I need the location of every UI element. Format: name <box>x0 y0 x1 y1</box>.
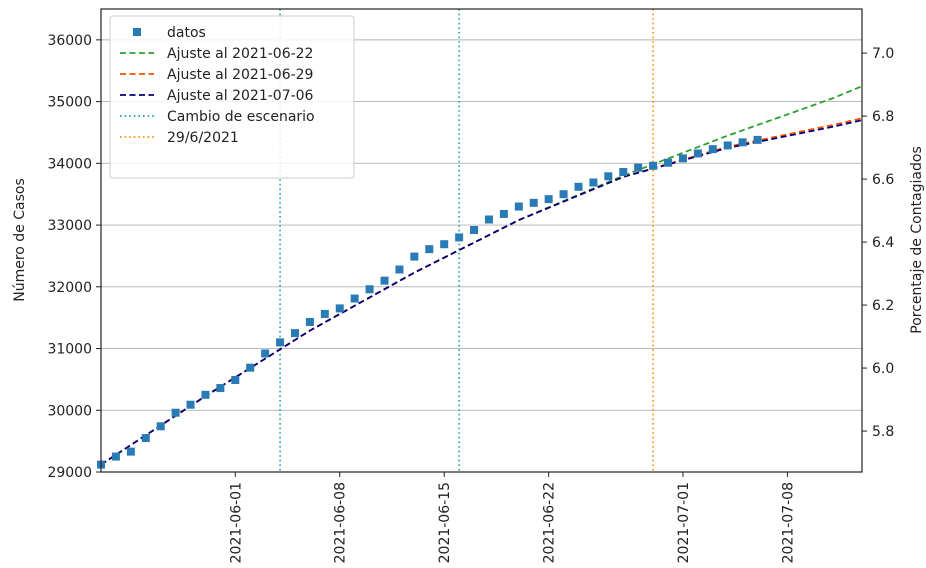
data-point <box>350 294 359 303</box>
legend-label: Cambio de escenario <box>167 109 315 125</box>
data-point <box>171 408 180 417</box>
data-point <box>544 195 553 204</box>
data-point <box>261 349 270 358</box>
data-point <box>440 240 449 249</box>
y-right-tick-label: 5.8 <box>872 424 894 440</box>
data-point <box>455 233 464 242</box>
y-tick-label: 35000 <box>47 95 92 111</box>
fit-lines <box>100 85 863 466</box>
data-point <box>156 422 165 431</box>
data-point <box>664 158 673 167</box>
y-right-tick-label: 6.6 <box>872 172 894 188</box>
y-tick-label: 30000 <box>47 403 92 419</box>
x-tick-label: 2021-06-01 <box>228 482 244 563</box>
y-tick-label: 34000 <box>47 156 92 172</box>
data-point <box>708 145 717 154</box>
legend-label: Ajuste al 2021-06-22 <box>167 46 313 62</box>
y-axis-left-title: Número de Casos <box>12 178 28 302</box>
y-right-tick-label: 6.4 <box>872 235 894 251</box>
y-tick-label: 31000 <box>47 342 92 358</box>
y-axis-left-ticks: 29000 30000 31000 32000 33000 34000 35000 36000 <box>47 33 101 481</box>
data-point <box>305 317 314 326</box>
legend: datos Ajuste al 2021-06-22 Ajuste al 2021-… <box>109 15 355 179</box>
y-right-tick-label: 7.0 <box>872 46 894 62</box>
data-point <box>111 452 120 461</box>
fit-line <box>100 119 863 466</box>
y-axis-right-title: Porcentaje de Contagiados <box>909 146 925 334</box>
data-point <box>738 138 747 147</box>
data-points <box>97 135 762 469</box>
data-point <box>380 276 389 285</box>
y-right-tick-label: 6.2 <box>872 298 894 314</box>
data-point <box>529 198 538 207</box>
data-point <box>231 376 240 385</box>
y-tick-label: 36000 <box>47 33 92 49</box>
data-point <box>574 182 583 191</box>
x-tick-label: 2021-07-08 <box>780 482 796 563</box>
data-point <box>201 390 210 399</box>
data-point <box>290 329 299 338</box>
data-point <box>365 285 374 294</box>
plot-frame <box>100 8 863 473</box>
legend-marker-square <box>133 28 141 36</box>
y-axis-right-ticks: 5.8 6.0 6.2 6.4 6.6 6.8 7.0 <box>862 46 894 440</box>
y-right-tick-label: 6.0 <box>872 361 894 377</box>
data-point <box>276 338 285 347</box>
data-point <box>499 209 508 218</box>
x-tick-label: 2021-06-22 <box>542 482 558 563</box>
x-tick-label: 2021-06-15 <box>437 482 453 563</box>
data-point <box>559 190 568 199</box>
data-point <box>246 363 255 372</box>
legend-label: Ajuste al 2021-06-29 <box>167 67 313 83</box>
legend-label: 29/6/2021 <box>167 130 239 146</box>
x-axis-ticks: 2021-06-01 2021-06-08 2021-06-15 2021-06-22… <box>228 472 796 563</box>
data-point <box>484 215 493 224</box>
data-point <box>634 163 643 172</box>
data-point <box>395 265 404 274</box>
y-tick-label: 33000 <box>47 218 92 234</box>
data-point <box>604 172 613 181</box>
data-point <box>141 434 150 443</box>
data-point <box>186 400 195 409</box>
y-right-tick-label: 6.8 <box>872 109 894 125</box>
legend-label: datos <box>167 25 206 41</box>
data-point <box>216 384 225 393</box>
data-point <box>514 202 523 211</box>
data-point <box>619 167 628 176</box>
data-point <box>425 245 434 254</box>
y-tick-label: 32000 <box>47 280 92 296</box>
data-point <box>410 252 419 261</box>
legend-label: Ajuste al 2021-07-06 <box>167 88 314 104</box>
data-point <box>753 135 762 144</box>
data-point <box>126 447 135 456</box>
x-tick-label: 2021-07-01 <box>676 482 692 563</box>
data-point <box>335 304 344 313</box>
data-point <box>693 149 702 158</box>
data-point <box>470 226 479 235</box>
data-point <box>723 141 732 150</box>
x-tick-label: 2021-06-08 <box>333 482 349 563</box>
y-tick-label: 29000 <box>47 465 92 481</box>
data-point <box>649 161 658 170</box>
data-point <box>320 309 329 318</box>
data-point <box>589 178 598 187</box>
legend-box <box>109 15 355 179</box>
data-point <box>678 154 687 163</box>
